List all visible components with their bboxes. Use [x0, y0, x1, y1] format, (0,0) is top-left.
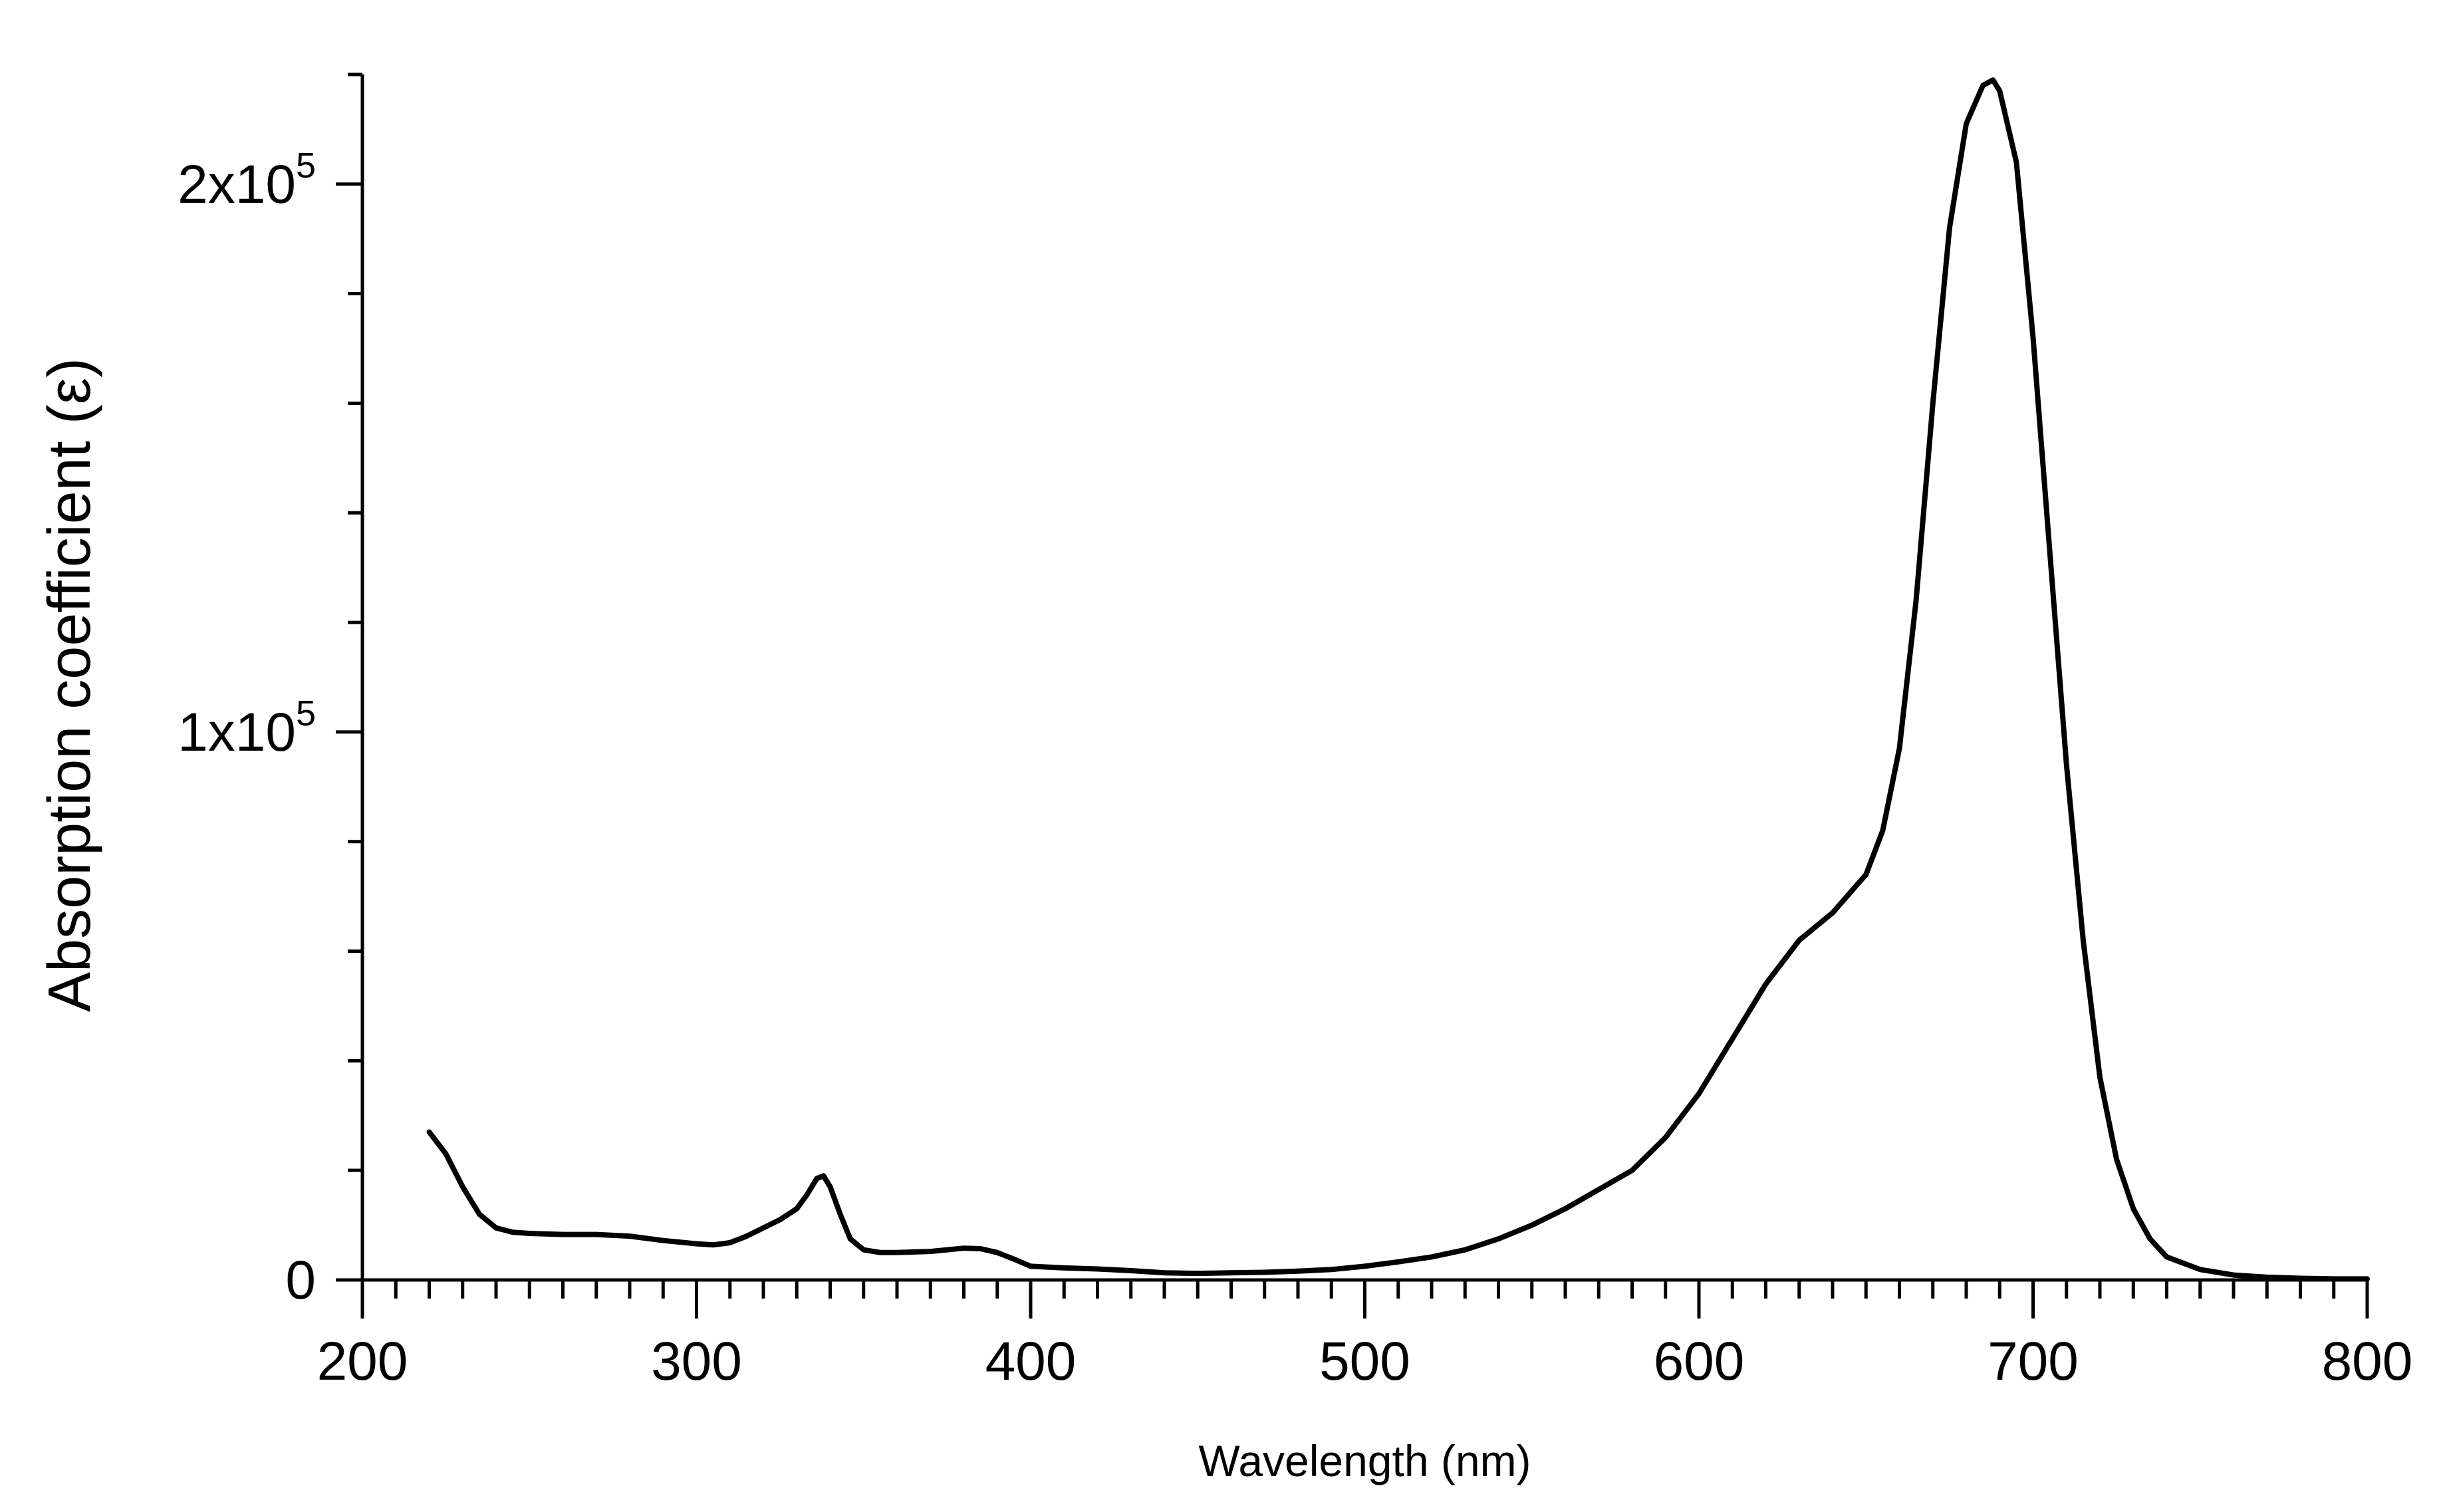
x-tick-label: 200: [317, 1331, 408, 1392]
x-tick-label: 400: [985, 1331, 1077, 1392]
plot-area: 200 300 400 500 600 700 800 0 1x105 2x105: [178, 72, 2413, 1392]
x-tick-label: 500: [1319, 1331, 1410, 1392]
y-tick-label: 0: [285, 1250, 316, 1311]
y-tick-label: 1x105: [178, 693, 316, 763]
x-tick-label: 800: [2322, 1331, 2413, 1392]
y-axis-ticks: [336, 72, 362, 1282]
y-axis-title: Absorption coefficient (ε): [37, 358, 103, 1012]
x-tick-label: 700: [1988, 1331, 2079, 1392]
x-axis-tick-labels: 200 300 400 500 600 700 800: [317, 1331, 2413, 1392]
y-tick-label: 2x105: [178, 146, 316, 215]
series-line-absorption: [426, 77, 2370, 1282]
y-axis-tick-labels: 0 1x105 2x105: [178, 146, 316, 1311]
x-tick-label: 300: [651, 1331, 742, 1392]
x-axis-title: Wavelength (nm): [1198, 1436, 1531, 1485]
x-tick-label: 600: [1654, 1331, 1745, 1392]
x-axis-ticks: [360, 1280, 2369, 1319]
